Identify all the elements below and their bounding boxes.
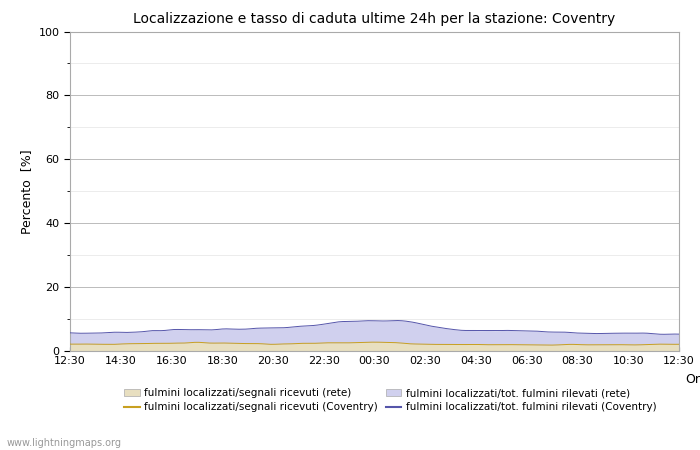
Text: www.lightningmaps.org: www.lightningmaps.org: [7, 438, 122, 448]
Y-axis label: Percento  [%]: Percento [%]: [20, 149, 33, 234]
Title: Localizzazione e tasso di caduta ultime 24h per la stazione: Coventry: Localizzazione e tasso di caduta ultime …: [134, 12, 615, 26]
Legend: fulmini localizzati/segnali ricevuti (rete), fulmini localizzati/segnali ricevut: fulmini localizzati/segnali ricevuti (re…: [124, 388, 656, 412]
Text: Orario: Orario: [685, 373, 700, 386]
